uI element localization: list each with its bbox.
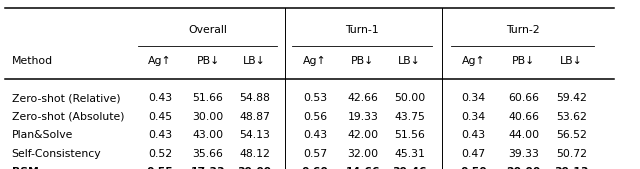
Text: 51.56: 51.56 [394,130,425,140]
Text: 20.00: 20.00 [506,167,541,169]
Text: 54.88: 54.88 [239,93,270,103]
Text: 0.56: 0.56 [303,112,327,122]
Text: Ag↑: Ag↑ [303,56,326,66]
Text: 0.43: 0.43 [148,130,172,140]
Text: Ag↑: Ag↑ [462,56,485,66]
Text: 48.87: 48.87 [239,112,270,122]
Text: 0.43: 0.43 [303,130,327,140]
Text: 0.43: 0.43 [148,93,172,103]
Text: 60.66: 60.66 [508,93,539,103]
Text: LB↓: LB↓ [243,56,266,66]
Text: 54.13: 54.13 [239,130,270,140]
Text: 39.09: 39.09 [237,167,272,169]
Text: 0.53: 0.53 [303,93,327,103]
Text: Zero-shot (Relative): Zero-shot (Relative) [12,93,120,103]
Text: 19.33: 19.33 [348,112,378,122]
Text: Method: Method [12,56,52,66]
Text: 0.45: 0.45 [148,112,172,122]
Text: 0.47: 0.47 [461,149,486,159]
Text: 51.66: 51.66 [193,93,223,103]
Text: 0.57: 0.57 [303,149,327,159]
Text: 35.66: 35.66 [193,149,223,159]
Text: 0.43: 0.43 [461,130,486,140]
Text: Turn-2: Turn-2 [506,25,540,35]
Text: 0.50: 0.50 [460,167,487,169]
Text: 59.42: 59.42 [556,93,587,103]
Text: 32.00: 32.00 [348,149,378,159]
Text: Self-Consistency: Self-Consistency [12,149,101,159]
Text: PB↓: PB↓ [512,56,535,66]
Text: 0.55: 0.55 [147,167,173,169]
Text: 39.33: 39.33 [508,149,539,159]
Text: 48.12: 48.12 [239,149,270,159]
Text: 30.00: 30.00 [193,112,223,122]
Text: LB↓: LB↓ [560,56,583,66]
Text: LB↓: LB↓ [398,56,421,66]
Text: 0.34: 0.34 [461,112,486,122]
Text: 43.75: 43.75 [394,112,425,122]
Text: Ag↑: Ag↑ [148,56,172,66]
Text: Zero-shot (Absolute): Zero-shot (Absolute) [12,112,124,122]
Text: 50.72: 50.72 [556,149,587,159]
Text: 44.00: 44.00 [508,130,539,140]
Text: PB↓: PB↓ [196,56,220,66]
Text: Overall: Overall [188,25,227,35]
Text: 43.00: 43.00 [193,130,223,140]
Text: 53.62: 53.62 [556,112,587,122]
Text: 42.66: 42.66 [348,93,378,103]
Text: 50.00: 50.00 [394,93,425,103]
Text: 45.31: 45.31 [394,149,425,159]
Text: 14.66: 14.66 [346,167,380,169]
Text: 42.00: 42.00 [348,130,378,140]
Text: 0.34: 0.34 [461,93,486,103]
Text: 0.52: 0.52 [148,149,172,159]
Text: 0.60: 0.60 [301,167,328,169]
Text: 40.66: 40.66 [508,112,539,122]
Text: 39.46: 39.46 [392,167,427,169]
Text: PB↓: PB↓ [351,56,374,66]
Text: BSM: BSM [12,167,38,169]
Text: 39.13: 39.13 [554,167,589,169]
Text: Turn-1: Turn-1 [346,25,379,35]
Text: 17.33: 17.33 [191,167,225,169]
Text: 56.52: 56.52 [556,130,587,140]
Text: Plan&Solve: Plan&Solve [12,130,73,140]
